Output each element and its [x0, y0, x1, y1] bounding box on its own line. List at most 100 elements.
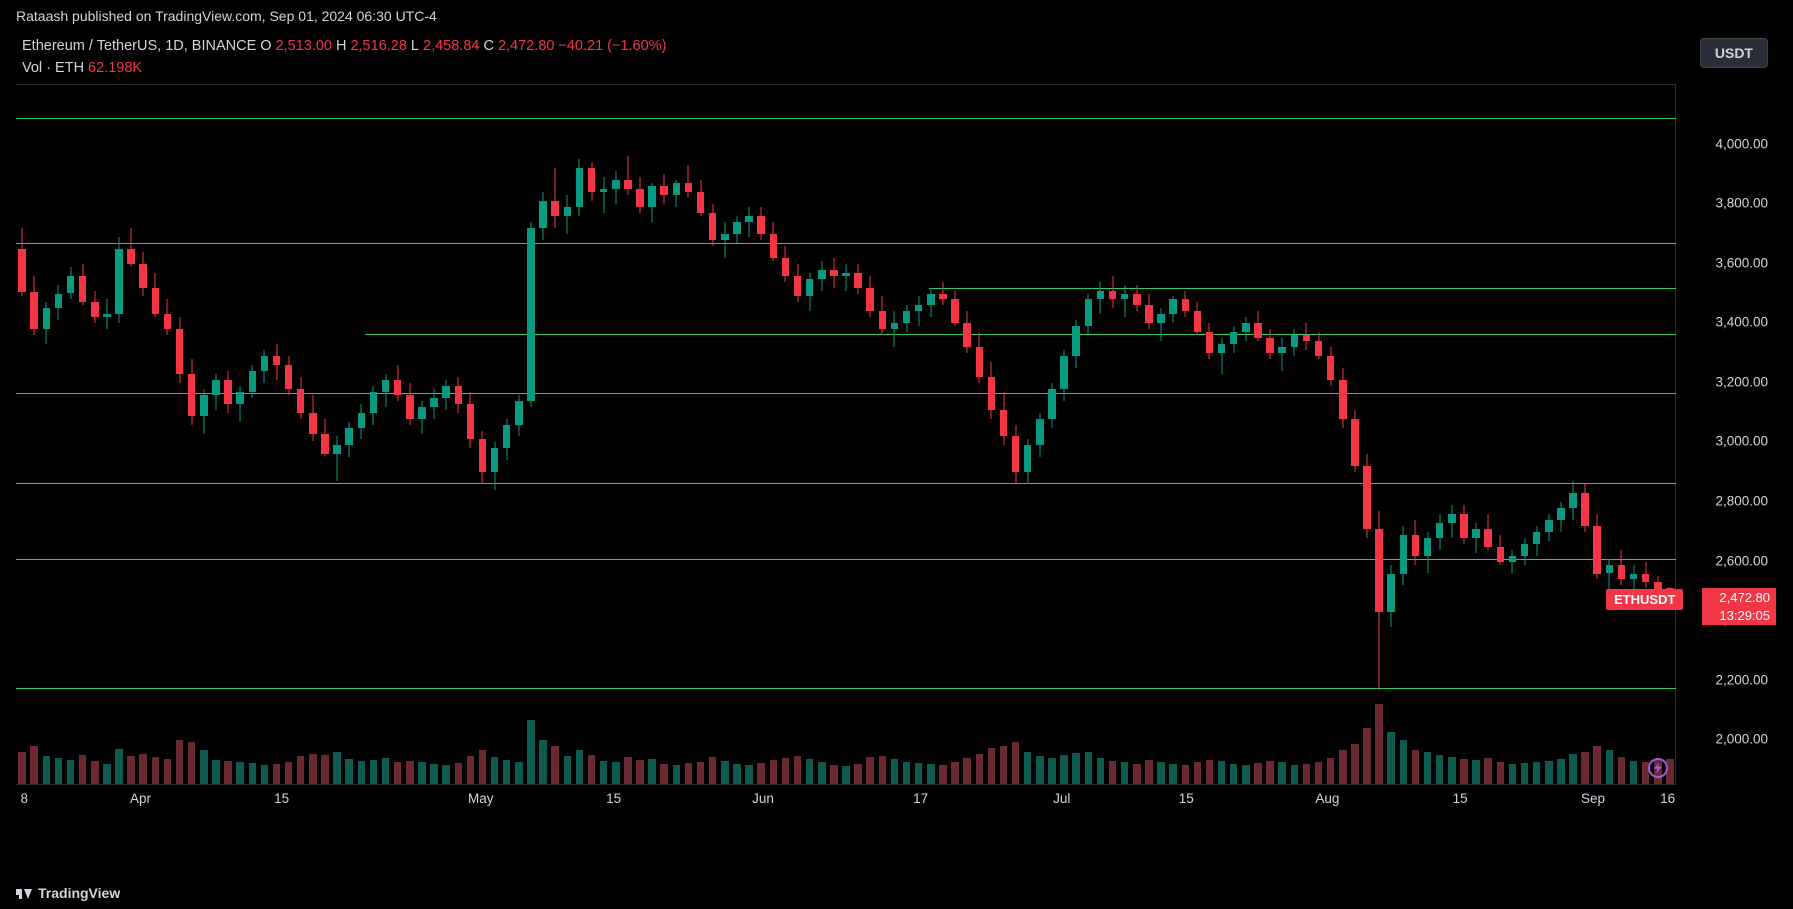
candlestick[interactable]: [1024, 85, 1032, 785]
candlestick[interactable]: [1157, 85, 1165, 785]
candlestick[interactable]: [1182, 85, 1190, 785]
candlestick[interactable]: [115, 85, 123, 785]
candlestick[interactable]: [43, 85, 51, 785]
candlestick[interactable]: [1278, 85, 1286, 785]
candlestick[interactable]: [79, 85, 87, 785]
chart-plot-area[interactable]: ETHUSDT: [16, 84, 1676, 784]
candlestick[interactable]: [1339, 85, 1347, 785]
candlestick[interactable]: [224, 85, 232, 785]
candlestick[interactable]: [1363, 85, 1371, 785]
candlestick[interactable]: [854, 85, 862, 785]
candlestick[interactable]: [1630, 85, 1638, 785]
candlestick[interactable]: [91, 85, 99, 785]
candlestick[interactable]: [927, 85, 935, 785]
candlestick[interactable]: [1291, 85, 1299, 785]
candlestick[interactable]: [1133, 85, 1141, 785]
candlestick[interactable]: [1375, 85, 1383, 785]
candlestick[interactable]: [455, 85, 463, 785]
candlestick[interactable]: [55, 85, 63, 785]
candlestick[interactable]: [176, 85, 184, 785]
candlestick[interactable]: [1581, 85, 1589, 785]
candlestick[interactable]: [1400, 85, 1408, 785]
candlestick[interactable]: [1351, 85, 1359, 785]
candlestick[interactable]: [1036, 85, 1044, 785]
candlestick[interactable]: [103, 85, 111, 785]
candlestick[interactable]: [745, 85, 753, 785]
candlestick[interactable]: [261, 85, 269, 785]
candlestick[interactable]: [1327, 85, 1335, 785]
candlestick[interactable]: [1109, 85, 1117, 785]
candlestick[interactable]: [915, 85, 923, 785]
candlestick[interactable]: [345, 85, 353, 785]
candlestick[interactable]: [1412, 85, 1420, 785]
candlestick[interactable]: [1448, 85, 1456, 785]
candlestick[interactable]: [249, 85, 257, 785]
candlestick[interactable]: [1218, 85, 1226, 785]
candlestick[interactable]: [551, 85, 559, 785]
candlestick[interactable]: [879, 85, 887, 785]
candlestick[interactable]: [273, 85, 281, 785]
candlestick[interactable]: [1097, 85, 1105, 785]
candlestick[interactable]: [866, 85, 874, 785]
candlestick[interactable]: [503, 85, 511, 785]
candlestick[interactable]: [285, 85, 293, 785]
candlestick[interactable]: [733, 85, 741, 785]
candlestick[interactable]: [830, 85, 838, 785]
candlestick[interactable]: [1666, 85, 1674, 785]
candlestick[interactable]: [1303, 85, 1311, 785]
candlestick[interactable]: [1230, 85, 1238, 785]
candlestick[interactable]: [891, 85, 899, 785]
candlestick[interactable]: [127, 85, 135, 785]
candlestick[interactable]: [467, 85, 475, 785]
candlestick[interactable]: [418, 85, 426, 785]
candlestick[interactable]: [1121, 85, 1129, 785]
candlestick[interactable]: [1242, 85, 1250, 785]
currency-button[interactable]: USDT: [1700, 38, 1768, 68]
candlestick[interactable]: [951, 85, 959, 785]
flash-icon[interactable]: [1648, 758, 1668, 778]
candlestick[interactable]: [588, 85, 596, 785]
candlestick[interactable]: [794, 85, 802, 785]
candlestick[interactable]: [321, 85, 329, 785]
candlestick[interactable]: [721, 85, 729, 785]
candlestick[interactable]: [382, 85, 390, 785]
candlestick[interactable]: [1012, 85, 1020, 785]
candlestick[interactable]: [491, 85, 499, 785]
candlestick[interactable]: [624, 85, 632, 785]
candlestick[interactable]: [1085, 85, 1093, 785]
candlestick[interactable]: [636, 85, 644, 785]
candlestick[interactable]: [648, 85, 656, 785]
candlestick[interactable]: [394, 85, 402, 785]
candlestick[interactable]: [527, 85, 535, 785]
candlestick[interactable]: [576, 85, 584, 785]
candlestick[interactable]: [152, 85, 160, 785]
candlestick[interactable]: [1472, 85, 1480, 785]
candlestick[interactable]: [697, 85, 705, 785]
candlestick[interactable]: [18, 85, 26, 785]
candlestick[interactable]: [30, 85, 38, 785]
candlestick[interactable]: [1484, 85, 1492, 785]
candlestick[interactable]: [660, 85, 668, 785]
candlestick[interactable]: [309, 85, 317, 785]
candlestick[interactable]: [1618, 85, 1626, 785]
candlestick[interactable]: [782, 85, 790, 785]
chart-container[interactable]: Ethereum / TetherUS, 1D, BINANCE O 2,513…: [16, 32, 1776, 842]
candlestick[interactable]: [1460, 85, 1468, 785]
candlestick[interactable]: [358, 85, 366, 785]
candlestick[interactable]: [370, 85, 378, 785]
candlestick[interactable]: [67, 85, 75, 785]
candlestick[interactable]: [1048, 85, 1056, 785]
candlestick[interactable]: [139, 85, 147, 785]
candlestick[interactable]: [1000, 85, 1008, 785]
candlestick[interactable]: [1606, 85, 1614, 785]
candlestick[interactable]: [673, 85, 681, 785]
candlestick[interactable]: [1060, 85, 1068, 785]
candlestick[interactable]: [297, 85, 305, 785]
candlestick[interactable]: [1436, 85, 1444, 785]
candlestick[interactable]: [1169, 85, 1177, 785]
candlestick[interactable]: [188, 85, 196, 785]
candlestick[interactable]: [430, 85, 438, 785]
time-axis[interactable]: 8Apr15May15Jun17Jul15Aug15Sep16: [16, 784, 1676, 812]
candlestick[interactable]: [685, 85, 693, 785]
candlestick[interactable]: [1145, 85, 1153, 785]
